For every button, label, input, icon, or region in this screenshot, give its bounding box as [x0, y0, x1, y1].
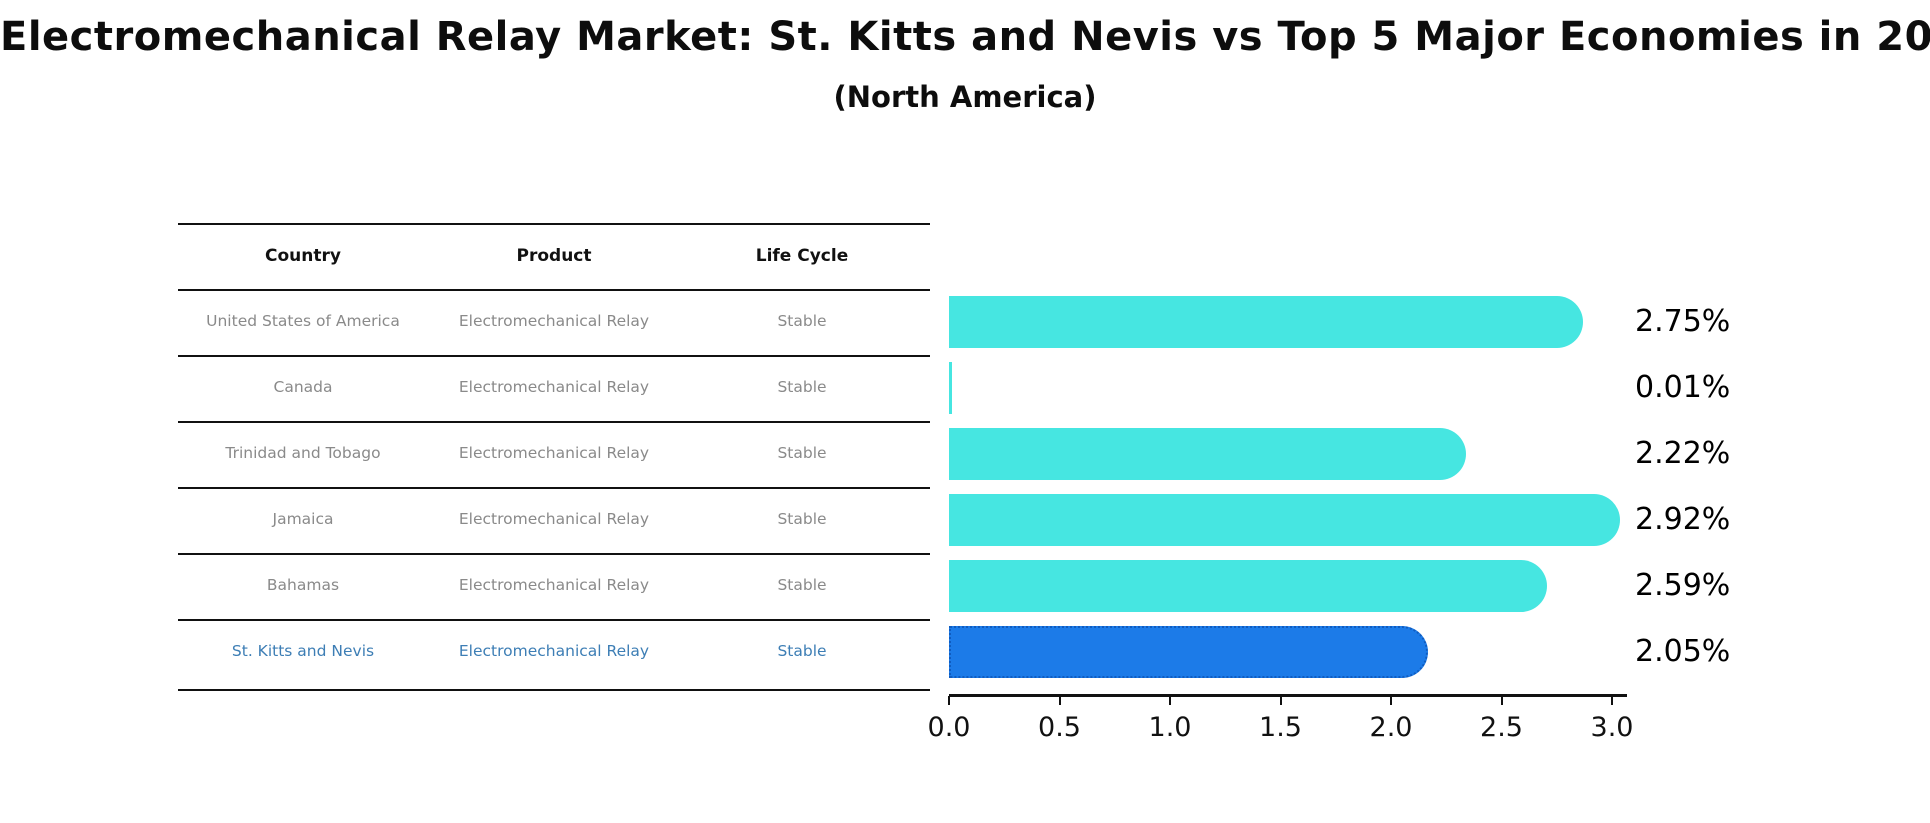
table-cell-life_cycle: Stable [777, 576, 827, 594]
table-rule [178, 355, 930, 357]
bar-value-label: 2.75% [1635, 304, 1731, 339]
x-axis-line [949, 694, 1627, 697]
x-axis-tick-label: 3.0 [1590, 712, 1634, 743]
x-axis-tick [948, 696, 950, 705]
x-axis-tick-label: 2.0 [1369, 712, 1413, 743]
table-header-country: Country [265, 246, 341, 266]
table-cell-product: Electromechanical Relay [458, 312, 650, 330]
x-axis-tick-label: 0.0 [927, 712, 971, 743]
x-axis-tick-label: 2.5 [1480, 712, 1523, 743]
x-axis-tick-label: 0.5 [1038, 712, 1081, 743]
table-cell-life_cycle: Stable [777, 312, 827, 330]
bar-Jamaica [949, 494, 1621, 546]
table-cell-country: United States of America [206, 312, 400, 330]
table-cell-product: Electromechanical Relay [458, 510, 650, 528]
chart-subtitle: (North America) [833, 80, 1097, 114]
x-axis-tick [1058, 696, 1061, 705]
table-header-life_cycle: Life Cycle [755, 246, 849, 266]
bar-value-label: 2.05% [1635, 634, 1731, 669]
bar-Canada [949, 362, 952, 414]
bar-value-label: 2.22% [1635, 436, 1731, 471]
x-axis-tick [1279, 696, 1282, 705]
table-rule [178, 487, 930, 489]
table-rule [178, 289, 930, 291]
bar-Trinidad and Tobago [949, 428, 1466, 480]
table-rule [178, 553, 930, 555]
table-cell-life_cycle: Stable [777, 444, 827, 462]
table-cell-product: Electromechanical Relay [458, 444, 650, 462]
table-cell-life_cycle: Stable [777, 510, 827, 528]
bar-United States of America [949, 296, 1583, 348]
table-cell-country: St. Kitts and Nevis [231, 642, 375, 660]
x-axis-tick-label: 1.5 [1259, 712, 1302, 743]
table-cell-country: Bahamas [266, 576, 340, 594]
x-axis-tick-label: 1.0 [1148, 712, 1192, 743]
x-axis-tick [1390, 696, 1392, 705]
x-axis-tick [1169, 696, 1171, 705]
table-cell-country: Canada [273, 378, 333, 396]
bar-value-label: 2.92% [1635, 502, 1731, 537]
table-rule [178, 619, 930, 621]
table-cell-product: Electromechanical Relay [458, 642, 650, 660]
chart-title: Electromechanical Relay Market: St. Kitt… [0, 14, 1930, 60]
table-cell-life_cycle: Stable [777, 642, 827, 660]
x-axis-tick [1611, 696, 1613, 705]
table-cell-life_cycle: Stable [777, 378, 827, 396]
bar-value-label: 2.59% [1635, 568, 1731, 603]
bar-St. Kitts and Nevis [949, 626, 1429, 678]
bar-Bahamas [949, 560, 1548, 612]
bar-value-label: 0.01% [1635, 370, 1731, 405]
table-cell-product: Electromechanical Relay [458, 378, 650, 396]
table-cell-country: Jamaica [272, 510, 334, 528]
table-rule [178, 421, 930, 423]
table-cell-product: Electromechanical Relay [458, 576, 650, 594]
x-axis-tick [1500, 696, 1503, 705]
table-rule [178, 689, 930, 691]
table-cell-country: Trinidad and Tobago [225, 444, 381, 462]
table-rule [178, 223, 930, 225]
table-header-product: Product [516, 246, 592, 266]
